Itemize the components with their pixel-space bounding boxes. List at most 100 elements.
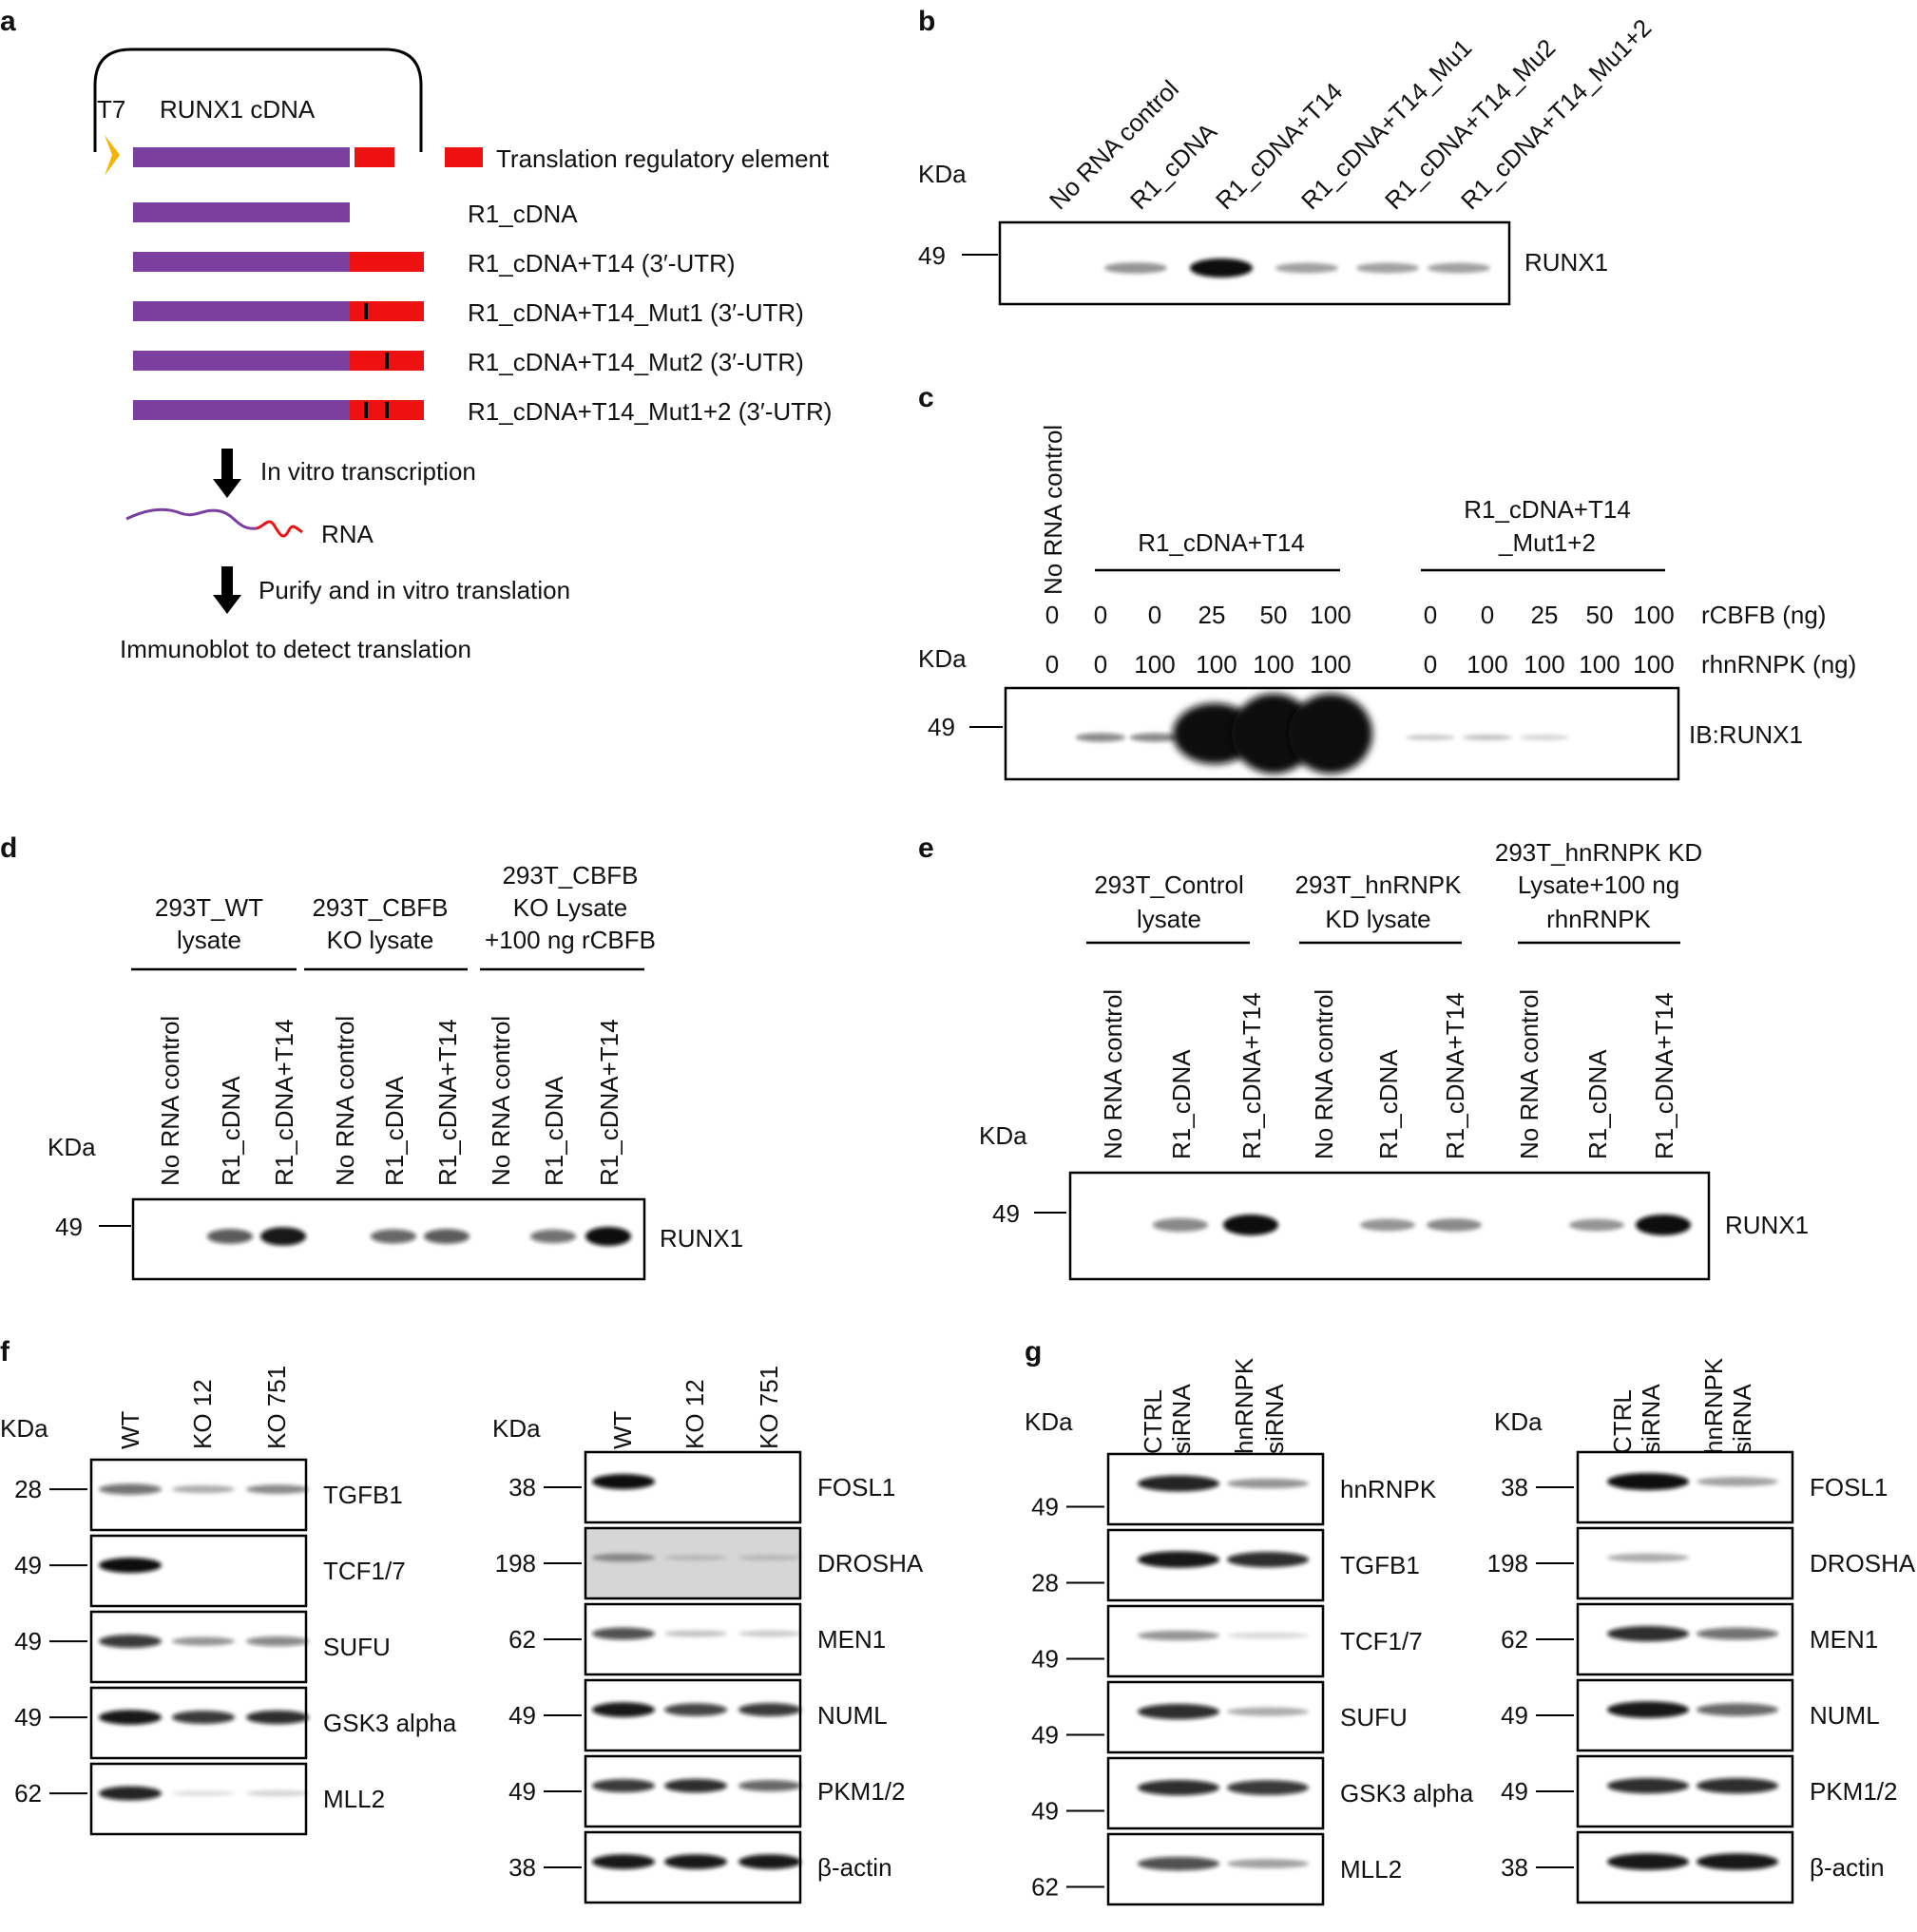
blot-label: TCF1/7 bbox=[323, 1557, 406, 1585]
blot-bands bbox=[1104, 258, 1490, 277]
blot-label: β-actin bbox=[817, 1853, 892, 1882]
panel-b-letter: b bbox=[918, 6, 935, 37]
protein-band bbox=[1697, 1627, 1778, 1640]
construct-bar bbox=[133, 252, 350, 272]
protein-band bbox=[1190, 258, 1253, 277]
blot-bands bbox=[1153, 1215, 1691, 1235]
lane-label: R1_cDNA+T14 bbox=[1441, 992, 1469, 1159]
lane-label: WT bbox=[608, 1410, 637, 1449]
lane-label: No RNA control bbox=[156, 1016, 184, 1186]
blot-strip: MLL2 62 bbox=[1031, 1832, 1402, 1906]
protein-band bbox=[592, 1854, 655, 1869]
blot-strip: TGFB1 28 bbox=[14, 1458, 403, 1532]
protein-band bbox=[664, 1854, 727, 1869]
amount: 0 bbox=[1045, 650, 1059, 679]
marker-label: 49 bbox=[1031, 1645, 1059, 1674]
protein-band bbox=[1607, 1777, 1689, 1794]
protein-band bbox=[246, 1789, 309, 1797]
panel-b: b No RNA control R1_cDNA R1_cDNA+T14 R1_… bbox=[918, 6, 1657, 306]
panel-c-letter: c bbox=[918, 382, 934, 413]
kda-label: KDa bbox=[1494, 1407, 1543, 1436]
protein-band bbox=[1227, 1707, 1309, 1716]
protein-band bbox=[738, 1555, 801, 1561]
blot-strip: TCF1/7 49 bbox=[14, 1534, 406, 1608]
protein-band bbox=[1138, 1630, 1219, 1641]
blot-strip: FOSL1 38 bbox=[508, 1450, 895, 1524]
marker-label: 49 bbox=[1031, 1721, 1059, 1750]
lane-label: No RNA control bbox=[1099, 989, 1127, 1159]
protein-band bbox=[664, 1630, 727, 1637]
legend-label: Translation regulatory element bbox=[496, 144, 830, 173]
marker-label: 62 bbox=[1031, 1873, 1059, 1902]
protein-band bbox=[1569, 1218, 1624, 1232]
mutation-mark bbox=[385, 402, 389, 418]
blot-label: IB:RUNX1 bbox=[1689, 720, 1803, 749]
protein-band bbox=[99, 1710, 162, 1725]
panel-a: a T7 RUNX1 cDNA Translation regulatory e… bbox=[0, 6, 832, 663]
lane-label: siRNA bbox=[1167, 1384, 1196, 1454]
blot-label: NUML bbox=[1810, 1701, 1880, 1730]
lane-label: R1_cDNA+T14 bbox=[1237, 992, 1266, 1159]
protein-band bbox=[1406, 735, 1455, 740]
protein-band bbox=[1356, 262, 1419, 274]
group-label: lysate bbox=[1137, 905, 1201, 933]
blot-label: β-actin bbox=[1810, 1853, 1885, 1882]
protein-band bbox=[207, 1229, 253, 1244]
group-label: _Mut1+2 bbox=[1498, 528, 1596, 557]
protein-band bbox=[246, 1636, 309, 1647]
blot-label: SUFU bbox=[1340, 1703, 1408, 1731]
protein-band bbox=[1104, 262, 1167, 274]
lane-label: KO 751 bbox=[755, 1366, 783, 1449]
marker-label: 28 bbox=[1031, 1569, 1059, 1597]
protein-band bbox=[592, 1702, 655, 1717]
arrow-down-icon bbox=[213, 449, 241, 498]
marker-label: 62 bbox=[1501, 1625, 1528, 1654]
protein-band bbox=[1428, 262, 1490, 274]
kda-label: KDa bbox=[492, 1414, 541, 1443]
plasmid-outline bbox=[93, 48, 423, 152]
group-label: KO lysate bbox=[327, 926, 434, 954]
group-label: Lysate+100 ng bbox=[1518, 870, 1679, 899]
protein-band bbox=[1607, 1553, 1689, 1562]
protein-band bbox=[1138, 1703, 1219, 1720]
panel-g-letter: g bbox=[1025, 1336, 1042, 1368]
blot-strip: NUML 49 bbox=[508, 1678, 888, 1752]
group-label: R1_cDNA+T14 bbox=[1138, 528, 1305, 557]
marker-label: 49 bbox=[1501, 1701, 1528, 1730]
legend-swatch bbox=[445, 147, 483, 167]
protein-band bbox=[172, 1790, 235, 1797]
marker-label: 38 bbox=[508, 1473, 536, 1502]
marker-label: 38 bbox=[1501, 1473, 1528, 1502]
blot-frame bbox=[1106, 1680, 1325, 1754]
blot-strips-left: hnRNPK 49 TGFB1 28 TCF1/7 49 SUFU 49 GSK3 alpha 4… bbox=[1031, 1452, 1474, 1906]
blot-frame bbox=[1576, 1526, 1794, 1600]
protein-band bbox=[1607, 1853, 1689, 1870]
blot-frame bbox=[1106, 1452, 1325, 1526]
protein-band bbox=[585, 1227, 631, 1246]
amount: 100 bbox=[1196, 650, 1236, 679]
panel-e: e 293T_Control lysate 293T_hnRNPK KD lys… bbox=[918, 832, 1809, 1281]
construct-bar bbox=[133, 351, 350, 371]
amount: 100 bbox=[1633, 650, 1674, 679]
lane-label: R1_cDNA+T14 bbox=[1650, 992, 1678, 1159]
group-label: KO Lysate bbox=[513, 893, 627, 922]
protein-band bbox=[424, 1229, 470, 1244]
lane-label: No RNA control bbox=[331, 1016, 359, 1186]
blot-label: FOSL1 bbox=[817, 1473, 895, 1502]
protein-band bbox=[1076, 733, 1125, 742]
protein-band bbox=[1138, 1475, 1219, 1492]
blot-label: MLL2 bbox=[1340, 1855, 1402, 1884]
step-transcription: In vitro transcription bbox=[260, 457, 476, 486]
amount: 100 bbox=[1633, 601, 1674, 629]
amount: 0 bbox=[1481, 601, 1494, 629]
blot-frame bbox=[998, 220, 1511, 306]
lane-label: No RNA control bbox=[1515, 989, 1543, 1159]
protein-band bbox=[738, 1780, 801, 1791]
lane-labels: No RNA control R1_cDNA R1_cDNA+T14 No RN… bbox=[1099, 989, 1678, 1159]
construct-label: R1_cDNA+T14_Mut1+2 (3′-UTR) bbox=[468, 397, 832, 426]
protein-band bbox=[738, 1854, 801, 1869]
protein-band bbox=[1275, 262, 1338, 274]
plasmid-cdna-bar bbox=[133, 147, 350, 167]
marker-label: 198 bbox=[495, 1549, 536, 1578]
blot-strip: PKM1/2 49 bbox=[1501, 1754, 1898, 1828]
